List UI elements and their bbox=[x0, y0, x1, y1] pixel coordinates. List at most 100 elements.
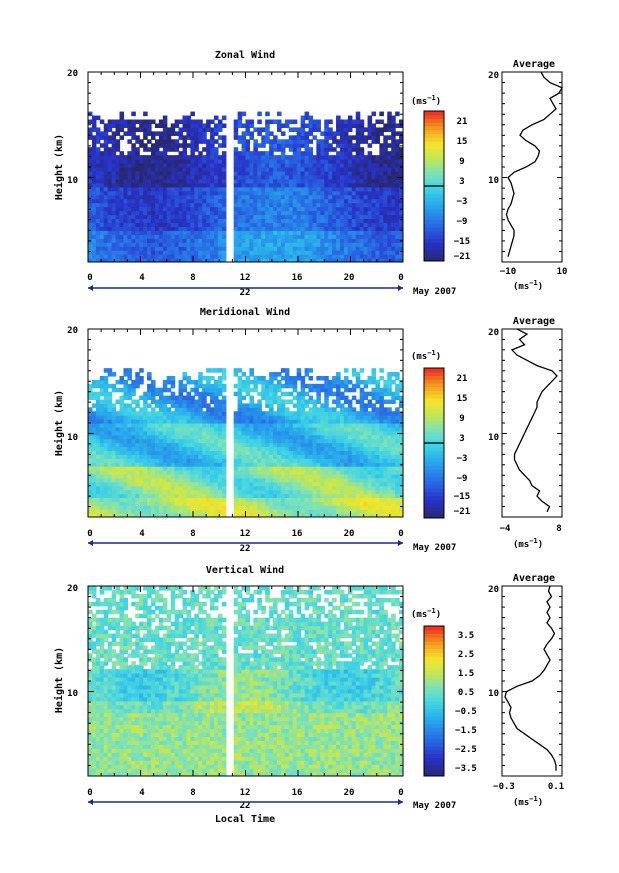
heatmap-cell bbox=[186, 135, 191, 140]
xtick: 16 bbox=[292, 788, 303, 798]
heatmap-cell bbox=[280, 403, 286, 408]
heatmap-cell bbox=[304, 505, 310, 510]
heatmap-cell bbox=[375, 155, 380, 160]
panel-0-profile-unit: (ms−1) bbox=[513, 279, 543, 292]
heatmap-cell bbox=[300, 163, 306, 168]
heatmap-cell bbox=[277, 509, 282, 514]
heatmap-cell bbox=[296, 477, 302, 483]
heatmap-cell bbox=[300, 477, 306, 483]
heatmap-cell bbox=[182, 372, 188, 377]
heatmap-cell bbox=[91, 434, 97, 440]
heatmap-cell bbox=[312, 446, 317, 452]
heatmap-cell bbox=[277, 505, 282, 510]
heatmap-cell bbox=[332, 147, 337, 152]
heatmap-cell bbox=[387, 127, 392, 132]
heatmap-cell bbox=[178, 210, 184, 216]
heatmap-cell bbox=[127, 376, 132, 381]
heatmap-cell bbox=[245, 426, 251, 432]
heatmap-cell bbox=[158, 470, 164, 475]
heatmap-cell bbox=[127, 186, 132, 192]
heatmap-cell bbox=[273, 466, 278, 471]
heatmap-cell bbox=[103, 167, 109, 172]
heatmap-cell bbox=[332, 210, 337, 216]
heatmap-cell bbox=[296, 434, 302, 440]
heatmap-cell bbox=[131, 230, 136, 235]
heatmap-cell bbox=[308, 222, 314, 227]
heatmap-cell bbox=[119, 438, 125, 444]
heatmap-cell bbox=[375, 190, 380, 196]
heatmap-cell bbox=[217, 190, 223, 196]
heatmap-cell bbox=[166, 501, 172, 506]
heatmap-cell bbox=[178, 254, 184, 259]
heatmap-cell bbox=[147, 214, 152, 220]
heatmap-cell bbox=[284, 493, 290, 499]
panel-0-profile-line bbox=[505, 71, 563, 257]
cb-tick: 3 bbox=[459, 177, 464, 187]
heatmap-cell bbox=[111, 214, 117, 220]
heatmap-cell bbox=[217, 473, 223, 479]
heatmap-cell bbox=[296, 167, 302, 172]
heatmap-cell bbox=[265, 509, 270, 514]
heatmap-cell bbox=[206, 415, 211, 420]
heatmap-cell bbox=[292, 419, 298, 424]
heatmap-cell bbox=[241, 458, 247, 463]
heatmap-cell bbox=[170, 127, 176, 132]
heatmap-cell bbox=[304, 513, 310, 517]
heatmap-cell bbox=[237, 155, 243, 160]
heatmap-cell bbox=[95, 513, 101, 517]
heatmap-cell bbox=[202, 383, 207, 389]
heatmap-cell bbox=[139, 407, 144, 412]
heatmap-cell bbox=[99, 226, 105, 231]
heatmap-cell bbox=[375, 258, 380, 262]
heatmap-cell bbox=[194, 509, 199, 514]
heatmap-cell bbox=[221, 509, 227, 514]
heatmap-cell bbox=[190, 407, 195, 412]
heatmap-cell bbox=[190, 242, 195, 247]
heatmap-cell bbox=[147, 485, 152, 491]
heatmap-cell bbox=[99, 246, 105, 251]
heatmap-cell bbox=[139, 190, 144, 196]
heatmap-cell bbox=[277, 485, 282, 491]
heatmap-cell bbox=[249, 497, 254, 502]
heatmap-cell bbox=[147, 186, 152, 192]
heatmap-cell bbox=[147, 190, 152, 196]
heatmap-cell bbox=[147, 493, 152, 499]
heatmap-cell bbox=[103, 411, 109, 416]
heatmap-cell bbox=[135, 159, 140, 164]
heatmap-cell bbox=[182, 407, 188, 412]
heatmap-cell bbox=[320, 254, 325, 259]
heatmap-cell bbox=[304, 489, 310, 495]
heatmap-cell bbox=[328, 238, 333, 243]
heatmap-cell bbox=[379, 143, 384, 148]
heatmap-cell bbox=[186, 190, 191, 196]
heatmap-cell bbox=[190, 250, 195, 255]
heatmap-cell bbox=[304, 477, 310, 483]
heatmap-cell bbox=[237, 454, 243, 459]
heatmap-cell bbox=[166, 131, 172, 136]
heatmap-cell bbox=[233, 383, 239, 389]
heatmap-cell bbox=[127, 163, 132, 168]
heatmap-cell bbox=[288, 493, 294, 499]
heatmap-cell bbox=[359, 258, 365, 262]
heatmap-cell bbox=[166, 470, 172, 475]
heatmap-cell bbox=[162, 115, 168, 121]
heatmap-cell bbox=[241, 147, 247, 152]
heatmap-cell bbox=[269, 214, 274, 220]
heatmap-cell bbox=[280, 202, 286, 208]
heatmap-cell bbox=[198, 182, 203, 188]
heatmap-cell bbox=[292, 454, 298, 459]
heatmap-cell bbox=[371, 218, 377, 224]
heatmap-cell bbox=[123, 206, 128, 212]
heatmap-cell bbox=[95, 226, 101, 231]
heatmap-cell bbox=[383, 234, 388, 239]
heatmap-cell bbox=[383, 174, 388, 180]
heatmap-cell bbox=[265, 159, 270, 164]
heatmap-cell bbox=[119, 230, 125, 235]
heatmap-cell bbox=[166, 411, 172, 416]
heatmap-cell bbox=[151, 167, 156, 172]
heatmap-cell bbox=[395, 222, 400, 227]
heatmap-cell bbox=[273, 513, 278, 517]
heatmap-cell bbox=[107, 430, 113, 436]
heatmap-cell bbox=[308, 446, 314, 452]
heatmap-cell bbox=[111, 135, 117, 140]
